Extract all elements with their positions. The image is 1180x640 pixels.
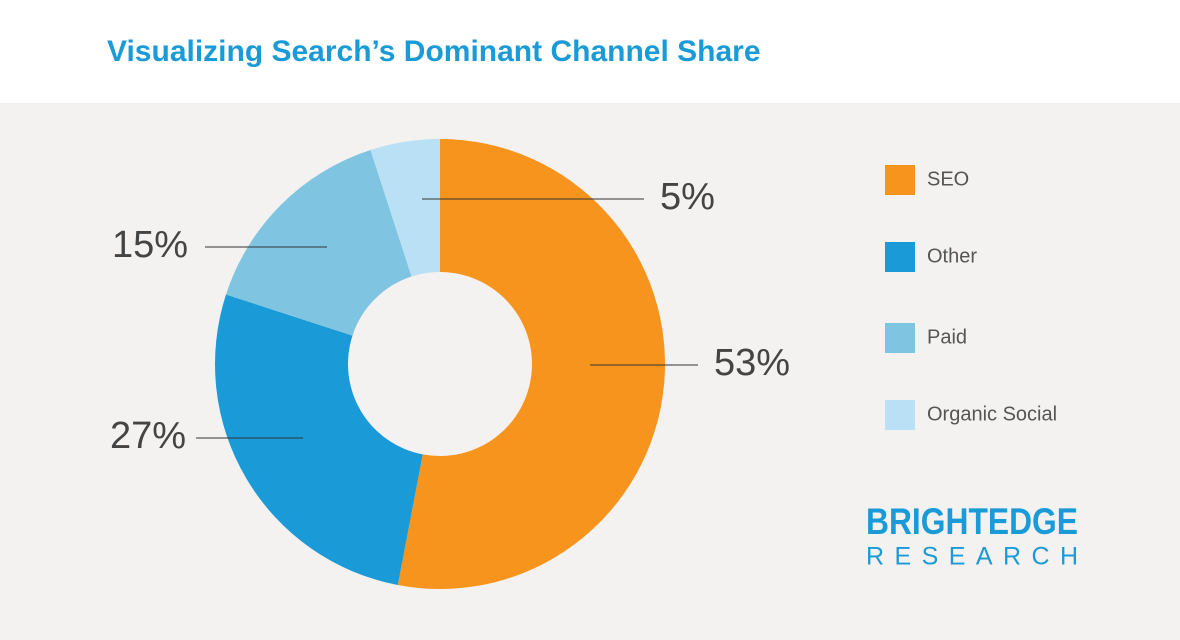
chart-title: Visualizing Search’s Dominant Channel Sh… (107, 35, 761, 68)
legend-swatch (885, 165, 915, 195)
brand: BRIGHTEDGE (866, 501, 1078, 542)
header-background (0, 0, 1180, 103)
legend-label: SEO (927, 168, 969, 190)
legend-swatch (885, 242, 915, 272)
donut-slice (226, 150, 412, 336)
legend-label: Other (927, 245, 977, 267)
data-label: 27% (110, 415, 186, 457)
legend-label: Paid (927, 326, 967, 348)
legend-swatch (885, 400, 915, 430)
legend-label: Organic Social (927, 403, 1057, 425)
donut-slice (397, 139, 665, 589)
donut-slice (370, 139, 440, 277)
donut-slice (215, 294, 423, 586)
data-label: 53% (714, 342, 790, 384)
data-label: 5% (660, 176, 715, 218)
legend-swatch (885, 323, 915, 353)
data-label: 15% (112, 224, 188, 266)
